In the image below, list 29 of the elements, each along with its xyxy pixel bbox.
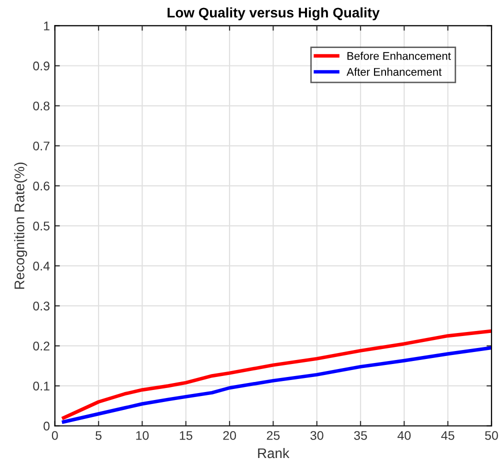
x-tick-label: 25 [266,431,280,440]
legend-label: Before Enhancement [347,52,451,60]
y-axis-title: Recognition Rate(%) [14,162,28,289]
line-series [62,346,492,424]
x-tick-label: 40 [398,431,411,440]
x-tick-label: 10 [136,431,149,440]
legend-label: After Enhancement [346,68,442,76]
x-tick-label: 30 [310,431,324,440]
y-tick-label: 0.5 [33,222,50,230]
y-tick-label: 0.2 [33,342,50,351]
x-tick-label: 35 [354,431,367,440]
y-tick-label: 0.1 [33,382,50,391]
y-tick-label: 0.6 [33,182,50,190]
x-tick-label: 20 [223,431,236,440]
line-series [62,329,492,420]
y-tick-label: 0.8 [33,102,50,110]
x-tick-label: 5 [96,431,102,440]
y-tick-label: 0 [44,422,50,431]
y-tick-label: 0.3 [33,302,50,310]
y-tick-label: 0.9 [33,62,50,70]
chart-title: Low Quality versus High Quality [168,7,380,20]
y-tick-label: 0.7 [33,142,50,150]
x-tick-label: 50 [485,431,498,440]
x-tick-label: 15 [180,431,192,440]
x-tick-label: 45 [441,431,454,440]
x-tick-label: 0 [52,431,58,440]
y-tick-label: 1 [44,22,50,30]
x-axis-title: Rank [258,448,290,458]
y-tick-label: 0.4 [33,262,50,270]
